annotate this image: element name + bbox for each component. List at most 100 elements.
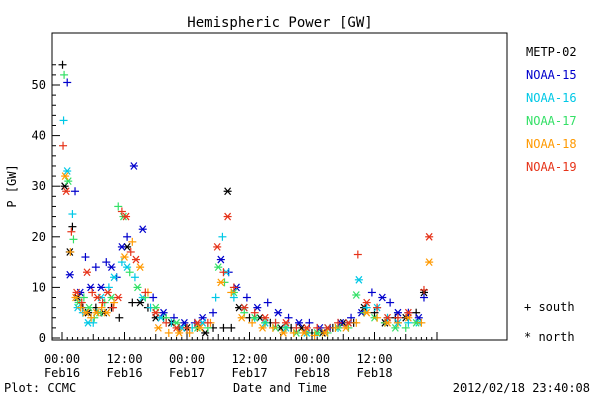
legend-entry: NOAA-18 [526, 137, 577, 151]
north-marker [85, 303, 94, 312]
x-tick-time-label: 00:00 [44, 352, 80, 366]
south-marker [69, 235, 78, 244]
south-marker [229, 283, 238, 292]
north-marker [378, 293, 387, 302]
south-marker [209, 308, 218, 317]
south-marker [268, 323, 277, 332]
north-marker [223, 212, 232, 221]
north-marker [180, 318, 189, 327]
y-tick-label: 10 [32, 280, 46, 294]
north-marker [391, 323, 400, 332]
south-marker [229, 293, 238, 302]
legend-entry: NOAA-16 [526, 91, 577, 105]
south-marker [128, 237, 137, 246]
y-axis-label: P [GW] [5, 164, 19, 207]
south-marker [59, 116, 68, 125]
north-marker [352, 291, 361, 299]
north-marker [261, 313, 270, 322]
north-marker [136, 263, 145, 272]
timestamp-label: 2012/02/18 23:40:08 [453, 381, 590, 395]
south-marker [203, 318, 212, 327]
data-points [58, 60, 434, 340]
south-marker [250, 308, 259, 317]
north-marker [103, 288, 112, 297]
north-marker [92, 308, 101, 317]
north-marker [102, 308, 111, 317]
legend-entry: NOAA-17 [526, 114, 577, 128]
south-marker [271, 318, 280, 327]
north-marker [64, 177, 73, 186]
south-marker [141, 288, 150, 297]
north-marker [72, 288, 81, 297]
south-marker [125, 268, 134, 277]
x-axis-label: Date and Time [233, 381, 327, 395]
legend-entry: NOAA-19 [526, 160, 577, 174]
y-tick-label: 20 [32, 230, 46, 244]
north-marker [110, 273, 119, 282]
south-marker [110, 298, 119, 307]
north-marker [321, 329, 330, 337]
south-marker [353, 250, 362, 259]
north-marker [404, 308, 413, 317]
x-tick-time-label: 12:00 [106, 352, 142, 366]
north-marker [93, 293, 102, 302]
y-tick-label: 40 [32, 129, 46, 143]
south-marker [98, 298, 107, 307]
north-marker [253, 303, 262, 312]
south-marker [419, 285, 428, 294]
y-tick-label: 50 [32, 78, 46, 92]
north-marker [61, 172, 70, 180]
north-marker [63, 167, 72, 175]
north-marker [393, 308, 402, 317]
south-marker [334, 318, 343, 327]
north-marker [172, 323, 181, 332]
north-marker [123, 263, 132, 272]
south-marker [401, 323, 410, 332]
north-marker [107, 263, 116, 272]
south-marker [386, 298, 395, 307]
south-marker [227, 323, 236, 332]
marker-legend: + south * north [524, 300, 575, 344]
north-marker [237, 313, 246, 322]
south-marker [89, 318, 98, 327]
north-marker [354, 275, 363, 284]
north-marker [383, 313, 392, 322]
south-marker [60, 70, 69, 79]
south-marker [362, 303, 371, 312]
north-marker [302, 323, 311, 332]
north-marker [138, 225, 147, 234]
north-marker [201, 329, 210, 337]
south-marker [76, 303, 85, 312]
north-marker [341, 323, 350, 332]
south-marker [58, 60, 67, 69]
plot-source-label: Plot: CCMC [4, 381, 76, 395]
north-marker [154, 323, 163, 332]
plot-frame [51, 32, 508, 341]
y-tick-label: 0 [39, 331, 46, 345]
x-tick-date-label: Feb17 [231, 366, 267, 380]
south-marker [219, 268, 228, 277]
north-marker [120, 253, 129, 261]
north-marker [362, 308, 371, 317]
south-marker [117, 207, 126, 216]
south-marker [68, 210, 77, 219]
south-marker [102, 258, 111, 267]
north-marker [122, 212, 131, 221]
north-marker [216, 278, 225, 287]
north-marker [62, 187, 71, 196]
south-marker [126, 247, 135, 256]
north-marker [129, 162, 138, 170]
north-marker [131, 255, 140, 264]
south-marker [77, 298, 86, 307]
north-marker [250, 313, 259, 322]
south-marker [68, 222, 77, 231]
north-marker [240, 303, 249, 312]
south-marker [79, 293, 88, 302]
x-tick-time-label: 12:00 [231, 352, 267, 366]
south-marker [242, 293, 251, 302]
south-marker [91, 263, 100, 272]
marker-legend-north: * north [524, 330, 575, 344]
north-marker [65, 270, 74, 279]
north-marker [425, 258, 434, 266]
north-marker [425, 232, 434, 241]
